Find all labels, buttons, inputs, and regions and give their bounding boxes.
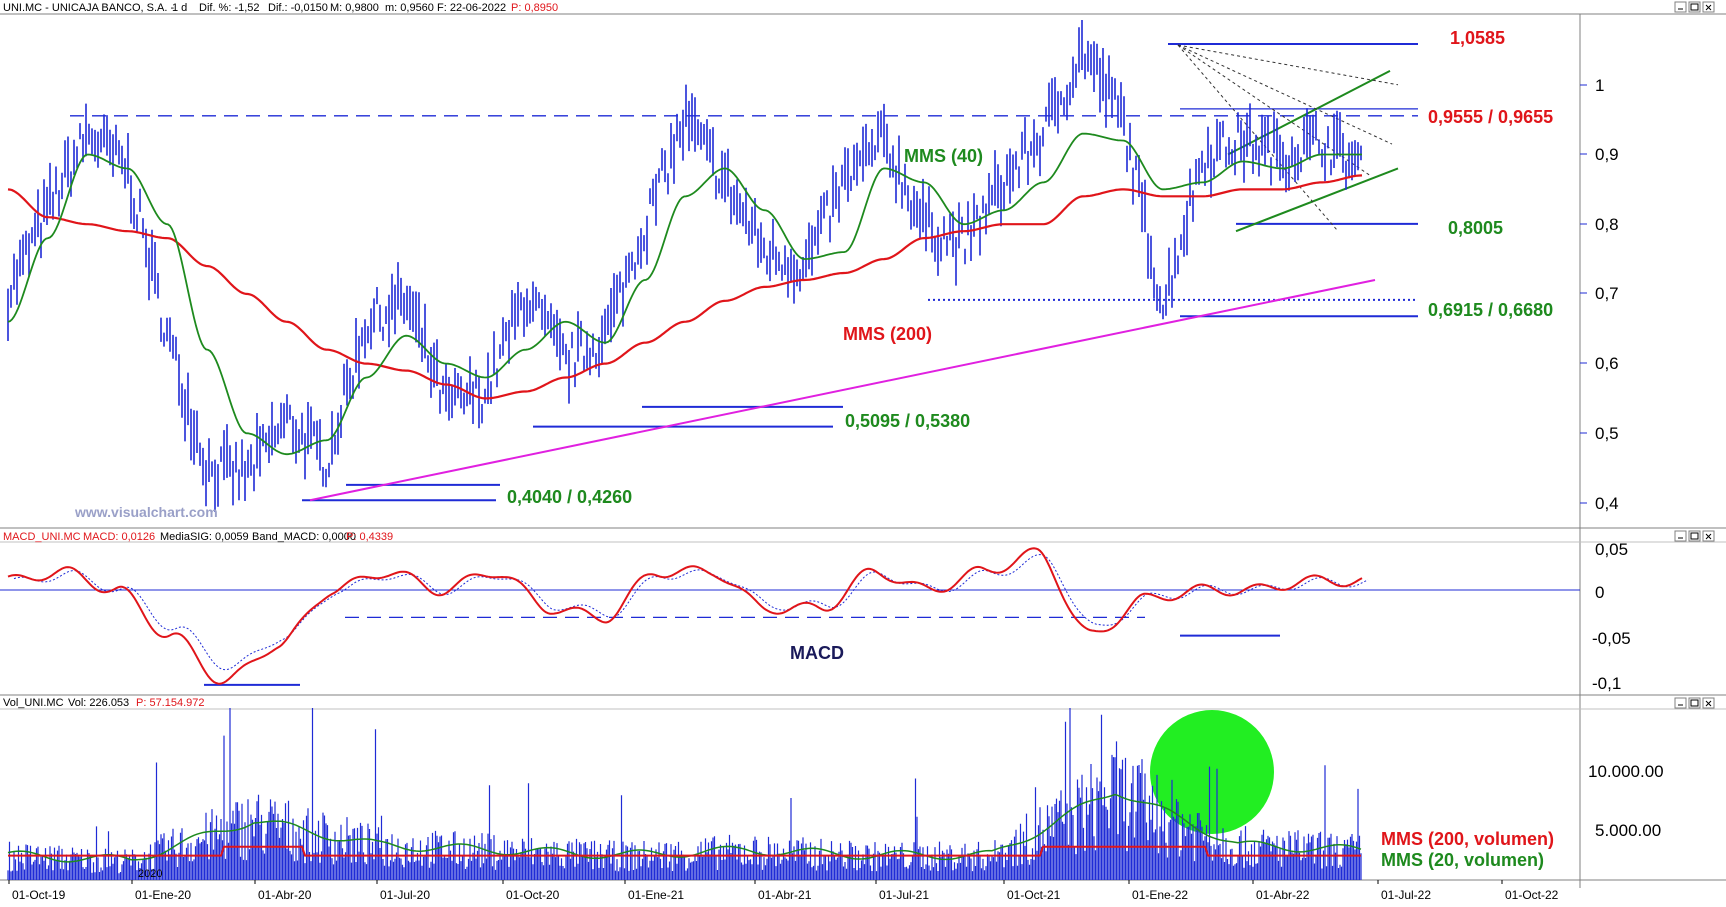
- label-macd: MACD: [790, 643, 844, 663]
- header-date: F: 22-06-2022: [437, 2, 506, 14]
- macd-signal-line: [13, 554, 1369, 671]
- x-tick-label: 01-Jul-22: [1381, 888, 1431, 902]
- vol-maximize-button[interactable]: [1688, 697, 1701, 709]
- vol-header-vol: Vol: 226.053: [68, 697, 129, 709]
- x-tick-label: 01-Abr-21: [758, 888, 812, 902]
- vol-tick-10000: 10.000.00: [1588, 762, 1664, 781]
- label-mms200-vol: MMS (200, volumen): [1381, 829, 1554, 849]
- vol-header-p: P: 57.154.972: [136, 697, 205, 709]
- label-level-low2: 0,5095 / 0,5380: [845, 411, 970, 431]
- price-panel: [7, 20, 1418, 512]
- label-level-support: 0,6915 / 0,6680: [1428, 300, 1553, 320]
- macd-y-axis: 0,05 0 -0,05 -0,1: [1592, 540, 1631, 693]
- label-level-low1: 0,4040 / 0,4260: [507, 487, 632, 507]
- price-y-axis: 0,4 0,5 0,6 0,7 0,8 0,9 1: [1580, 76, 1619, 513]
- x-tick-label: 01-Oct-22: [1505, 888, 1559, 902]
- header-dif: Dif.: -0,0150: [268, 2, 328, 14]
- price-header: UNI.MC - UNICAJA BANCO, S.A. - 1 d Dif. …: [3, 2, 558, 14]
- price-annotations: 1,0585 0,9555 / 0,9655 0,8005 0,6915 / 0…: [74, 28, 1553, 520]
- x-tick-label: 01-Oct-21: [1007, 888, 1061, 902]
- macd-close-button[interactable]: [1702, 530, 1715, 542]
- macd-maximize-button[interactable]: [1688, 530, 1701, 542]
- header-dif-pct: Dif. %: -1,52: [199, 2, 260, 14]
- label-level-mid: 0,8005: [1448, 218, 1503, 238]
- x-tick-label: 01-Jul-21: [879, 888, 929, 902]
- header-min: m: 0,9560: [385, 2, 434, 14]
- macd-header: MACD_UNI.MC MACD: 0,0126 MediaSIG: 0,005…: [3, 531, 393, 543]
- macd-line: [7, 547, 1363, 685]
- y-tick-05: 0,5: [1595, 424, 1619, 443]
- panel-frames: [0, 13, 1726, 888]
- x-tick-label: 01-Abr-22: [1256, 888, 1310, 902]
- macd-panel-controls: [1674, 530, 1715, 542]
- macd-tick-m01: -0,1: [1592, 674, 1621, 693]
- x-axis: 01-Oct-19 01-Ene-20 01-Abr-20 01-Jul-20 01-O…: [8, 880, 1559, 902]
- label-level-top: 1,0585: [1450, 28, 1505, 48]
- volume-mms200-line: [8, 845, 1361, 857]
- long-term-trend-line: [309, 278, 1376, 502]
- vol-tick-5000: 5.000.00: [1595, 821, 1661, 840]
- price-bars: [7, 20, 1362, 512]
- macd-header-name: MACD_UNI.MC: [3, 531, 81, 543]
- fan-line: [1177, 44, 1339, 232]
- volume-header: Vol_UNI.MC Vol: 226.053 P: 57.154.972: [3, 697, 205, 709]
- header-max: M: 0,9800: [330, 2, 379, 14]
- vol-close-button[interactable]: [1702, 697, 1715, 709]
- macd-header-signal: MediaSIG: 0,0059: [160, 531, 249, 543]
- x-tick-label: 01-Abr-20: [258, 888, 312, 902]
- channel-upper-line: [1227, 69, 1391, 156]
- x-tick-label: 01-Oct-20: [506, 888, 560, 902]
- label-year: 2020: [138, 868, 162, 880]
- macd-header-p: P: 0,4339: [346, 531, 393, 543]
- minimize-button[interactable]: [1674, 1, 1687, 13]
- macd-tick-0: 0: [1595, 583, 1604, 602]
- mms200-line: [7, 174, 1363, 400]
- volume-highlight-circle: [1150, 710, 1274, 834]
- macd-minimize-button[interactable]: [1674, 530, 1687, 542]
- watermark: www.visualchart.com: [74, 504, 218, 520]
- mms40-line: [7, 132, 1362, 456]
- vol-header-name: Vol_UNI.MC: [3, 697, 64, 709]
- macd-tick-m005: -0,05: [1592, 629, 1631, 648]
- label-mms40: MMS (40): [904, 146, 983, 166]
- label-mms20-vol: MMS (20, volumen): [1381, 850, 1544, 870]
- header-symbol: UNI.MC - UNICAJA BANCO, S.A. -: [3, 2, 174, 14]
- x-tick-label: 01-Ene-22: [1132, 888, 1188, 902]
- macd-header-macd: MACD: 0,0126: [83, 531, 155, 543]
- channel-lower-line: [1235, 167, 1399, 233]
- volume-panel-controls: [1674, 697, 1715, 709]
- vol-minimize-button[interactable]: [1674, 697, 1687, 709]
- close-button[interactable]: [1702, 1, 1715, 13]
- header-period: 1 d: [172, 2, 187, 14]
- volume-mms20-line: [7, 793, 1362, 863]
- price-panel-controls: [1674, 1, 1715, 13]
- x-tick-label: 01-Oct-19: [12, 888, 66, 902]
- x-tick-label: 01-Jul-20: [380, 888, 430, 902]
- x-tick-label: 01-Ene-21: [628, 888, 684, 902]
- fan-line: [1177, 44, 1399, 86]
- maximize-button[interactable]: [1688, 1, 1701, 13]
- y-tick-07: 0,7: [1595, 284, 1619, 303]
- macd-panel: [0, 547, 1580, 686]
- y-tick-1: 1: [1595, 76, 1604, 95]
- y-tick-08: 0,8: [1595, 215, 1619, 234]
- volume-panel: [7, 708, 1362, 880]
- x-tick-label: 01-Ene-20: [135, 888, 191, 902]
- macd-header-band: Band_MACD: 0,0000: [252, 531, 356, 543]
- header-last: P: 0,8950: [511, 2, 558, 14]
- label-level-resist: 0,9555 / 0,9655: [1428, 107, 1553, 127]
- volume-y-axis: 5.000.00 10.000.00: [1588, 762, 1664, 840]
- y-tick-09: 0,9: [1595, 145, 1619, 164]
- y-tick-06: 0,6: [1595, 354, 1619, 373]
- label-mms200: MMS (200): [843, 324, 932, 344]
- y-tick-04: 0,4: [1595, 494, 1619, 513]
- macd-tick-005: 0,05: [1595, 540, 1628, 559]
- volume-annotations: MMS (200, volumen) MMS (20, volumen) 202…: [138, 829, 1554, 880]
- volume-bars: [7, 708, 1362, 880]
